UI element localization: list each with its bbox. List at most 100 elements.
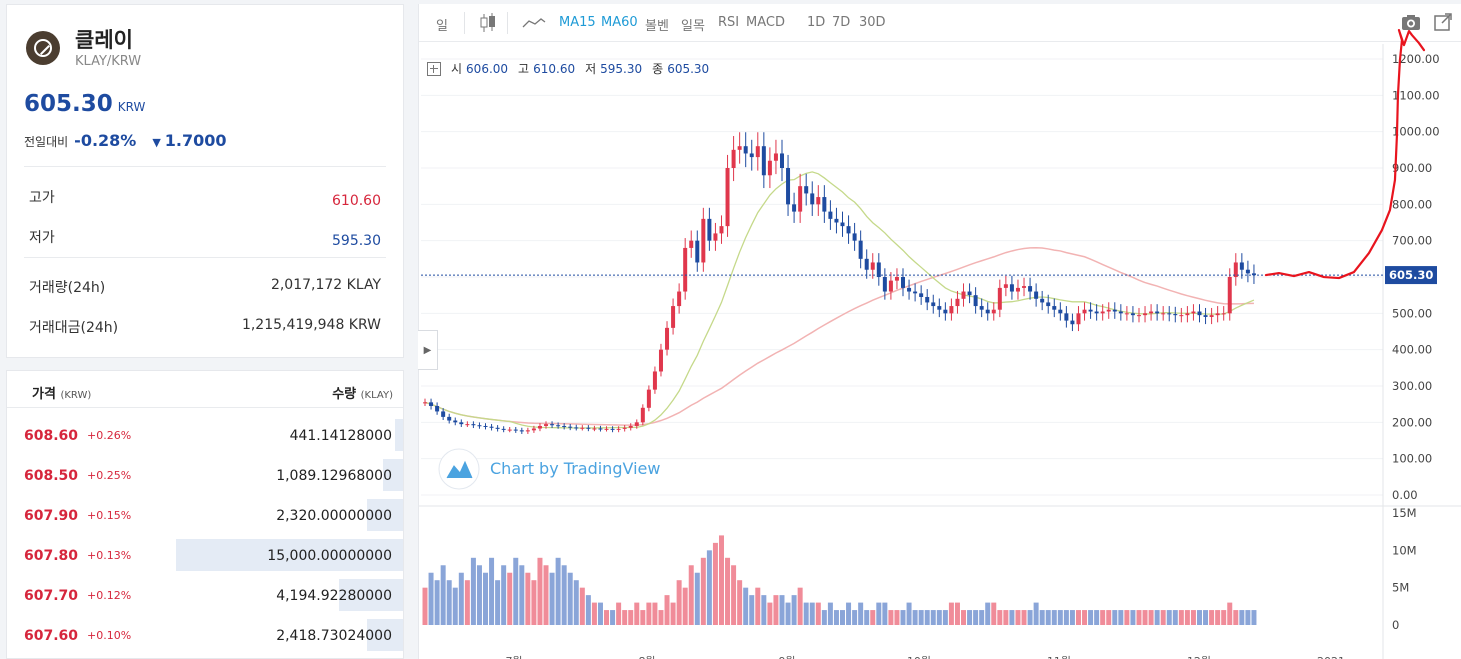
candle-body — [1003, 284, 1008, 288]
klay-logo-ring — [34, 39, 52, 57]
triangle-down-icon: ▼ — [152, 136, 161, 149]
stat-label: 저가 — [29, 230, 55, 246]
volume-bar — [797, 587, 803, 625]
bollinger-toggle[interactable]: 볼벤 — [645, 19, 669, 34]
orderbook-row[interactable]: 608.50 +0.25% 1,089.12968000 — [7, 459, 403, 491]
volume-bar — [718, 535, 724, 625]
ohlc-legend: 시 606.00 고 610.60 저 595.30 종 605.30 — [427, 60, 709, 77]
volume-bar — [1184, 610, 1190, 625]
candle-body — [1034, 291, 1039, 299]
volume-bar — [900, 610, 906, 625]
stat-label: 거래대금(24h) — [29, 320, 119, 336]
volume-bar — [924, 610, 930, 625]
volume-bar — [737, 580, 743, 625]
volume-bar — [640, 610, 646, 625]
popout-icon[interactable] — [1434, 13, 1452, 35]
candle-body — [876, 262, 881, 277]
price-chart[interactable]: 1200.00 1100.00 1000.00 900.00 800.00 700.00 6… — [419, 4, 1461, 659]
candle-body — [1058, 309, 1063, 314]
volume-bar — [967, 610, 973, 625]
orderbook-row[interactable]: 607.90 +0.15% 2,320.00000000 — [7, 499, 403, 531]
candle-body — [568, 426, 573, 428]
orderbook-row[interactable]: 607.60 +0.10% 2,418.73024000 — [7, 619, 403, 651]
orderbook-row[interactable]: 607.80 +0.13% 15,000.00000000 — [7, 539, 403, 571]
candle-body — [616, 428, 621, 430]
range-1d-button[interactable]: 1D — [807, 15, 826, 30]
annotation-arrow — [1264, 28, 1426, 280]
y-tick-label: 400.00 — [1392, 343, 1432, 357]
orderbook-row[interactable]: 607.70 +0.12% 4,194.92280000 — [7, 579, 403, 611]
candle-body — [1009, 284, 1014, 292]
candle-body — [713, 233, 718, 241]
volume-bar — [761, 595, 767, 625]
volume-bar — [483, 572, 489, 625]
volume-bar — [670, 602, 676, 625]
volume-bar — [815, 602, 821, 625]
candle-body — [1227, 277, 1232, 314]
ma15-toggle[interactable]: MA15 — [559, 15, 596, 30]
candle-body — [792, 204, 797, 212]
candle-body — [586, 427, 591, 429]
candle-body — [459, 422, 464, 425]
candle-body — [786, 168, 791, 205]
stat-value: 1,215,419,948 KRW — [241, 317, 381, 333]
volume-bar — [531, 580, 537, 625]
stat-value: 610.60 — [332, 193, 381, 209]
divider — [507, 12, 508, 34]
y-tick-label: 300.00 — [1392, 379, 1432, 393]
legend-toggle-icon[interactable] — [427, 61, 441, 76]
candle-body — [997, 287, 1002, 310]
volume-bar — [852, 610, 858, 625]
candle-body — [1143, 313, 1148, 316]
volume-bar — [858, 602, 864, 625]
ma60-toggle[interactable]: MA60 — [601, 15, 638, 30]
candle-body — [562, 425, 567, 427]
volume-bar — [1160, 610, 1166, 625]
rsi-toggle[interactable]: RSI — [718, 15, 740, 30]
volume-bar — [961, 610, 967, 625]
orderbook-price: 607.80 — [24, 548, 79, 564]
candle-body — [1221, 313, 1226, 315]
volume-bar — [1251, 610, 1257, 625]
x-tick-label: 9월 — [778, 655, 795, 659]
line-style-icon[interactable] — [522, 17, 546, 33]
ichimoku-toggle[interactable]: 일목 — [681, 19, 705, 34]
candle-body — [1028, 286, 1033, 292]
candle-body — [816, 197, 821, 205]
volume-bar — [1112, 610, 1118, 625]
candle-body — [537, 425, 542, 429]
orderbook-row[interactable]: 608.60 +0.26% 441.14128000 — [7, 419, 403, 451]
candle-style-icon[interactable] — [479, 12, 497, 38]
range-30d-button[interactable]: 30D — [859, 15, 886, 30]
volume-bar — [1057, 610, 1063, 625]
low-label: 저 — [585, 62, 597, 76]
candle-body — [828, 211, 833, 219]
change-percent: -0.28% — [74, 131, 137, 150]
range-7d-button[interactable]: 7D — [832, 15, 851, 30]
last-price-label: 605.30 — [1389, 268, 1433, 282]
candle-body — [755, 146, 760, 158]
volume-bar — [918, 610, 924, 625]
candle-body — [961, 291, 966, 299]
macd-toggle[interactable]: MACD — [746, 15, 785, 30]
y-tick-label: 700.00 — [1392, 234, 1432, 248]
x-tick-label: 11월 — [1047, 655, 1071, 659]
candle-body — [798, 186, 803, 212]
expand-sidebar-chevron-icon[interactable]: ▶ — [418, 330, 438, 370]
candle-body — [1088, 309, 1093, 312]
candle-body — [1070, 320, 1075, 325]
volume-bar — [1051, 610, 1057, 625]
volume-bar — [446, 580, 452, 625]
camera-icon[interactable] — [1401, 14, 1421, 35]
candle-body — [544, 424, 549, 426]
volume-bar — [476, 565, 482, 625]
volume-bar — [1063, 610, 1069, 625]
volume-bar — [948, 602, 954, 625]
candle-body — [1112, 309, 1117, 312]
open-label: 시 — [451, 62, 463, 76]
candle-body — [804, 186, 809, 194]
candle-body — [1215, 313, 1220, 316]
volume-bar — [942, 610, 948, 625]
interval-button[interactable]: 일 — [436, 19, 448, 34]
coin-name: 클레이 — [75, 28, 133, 52]
